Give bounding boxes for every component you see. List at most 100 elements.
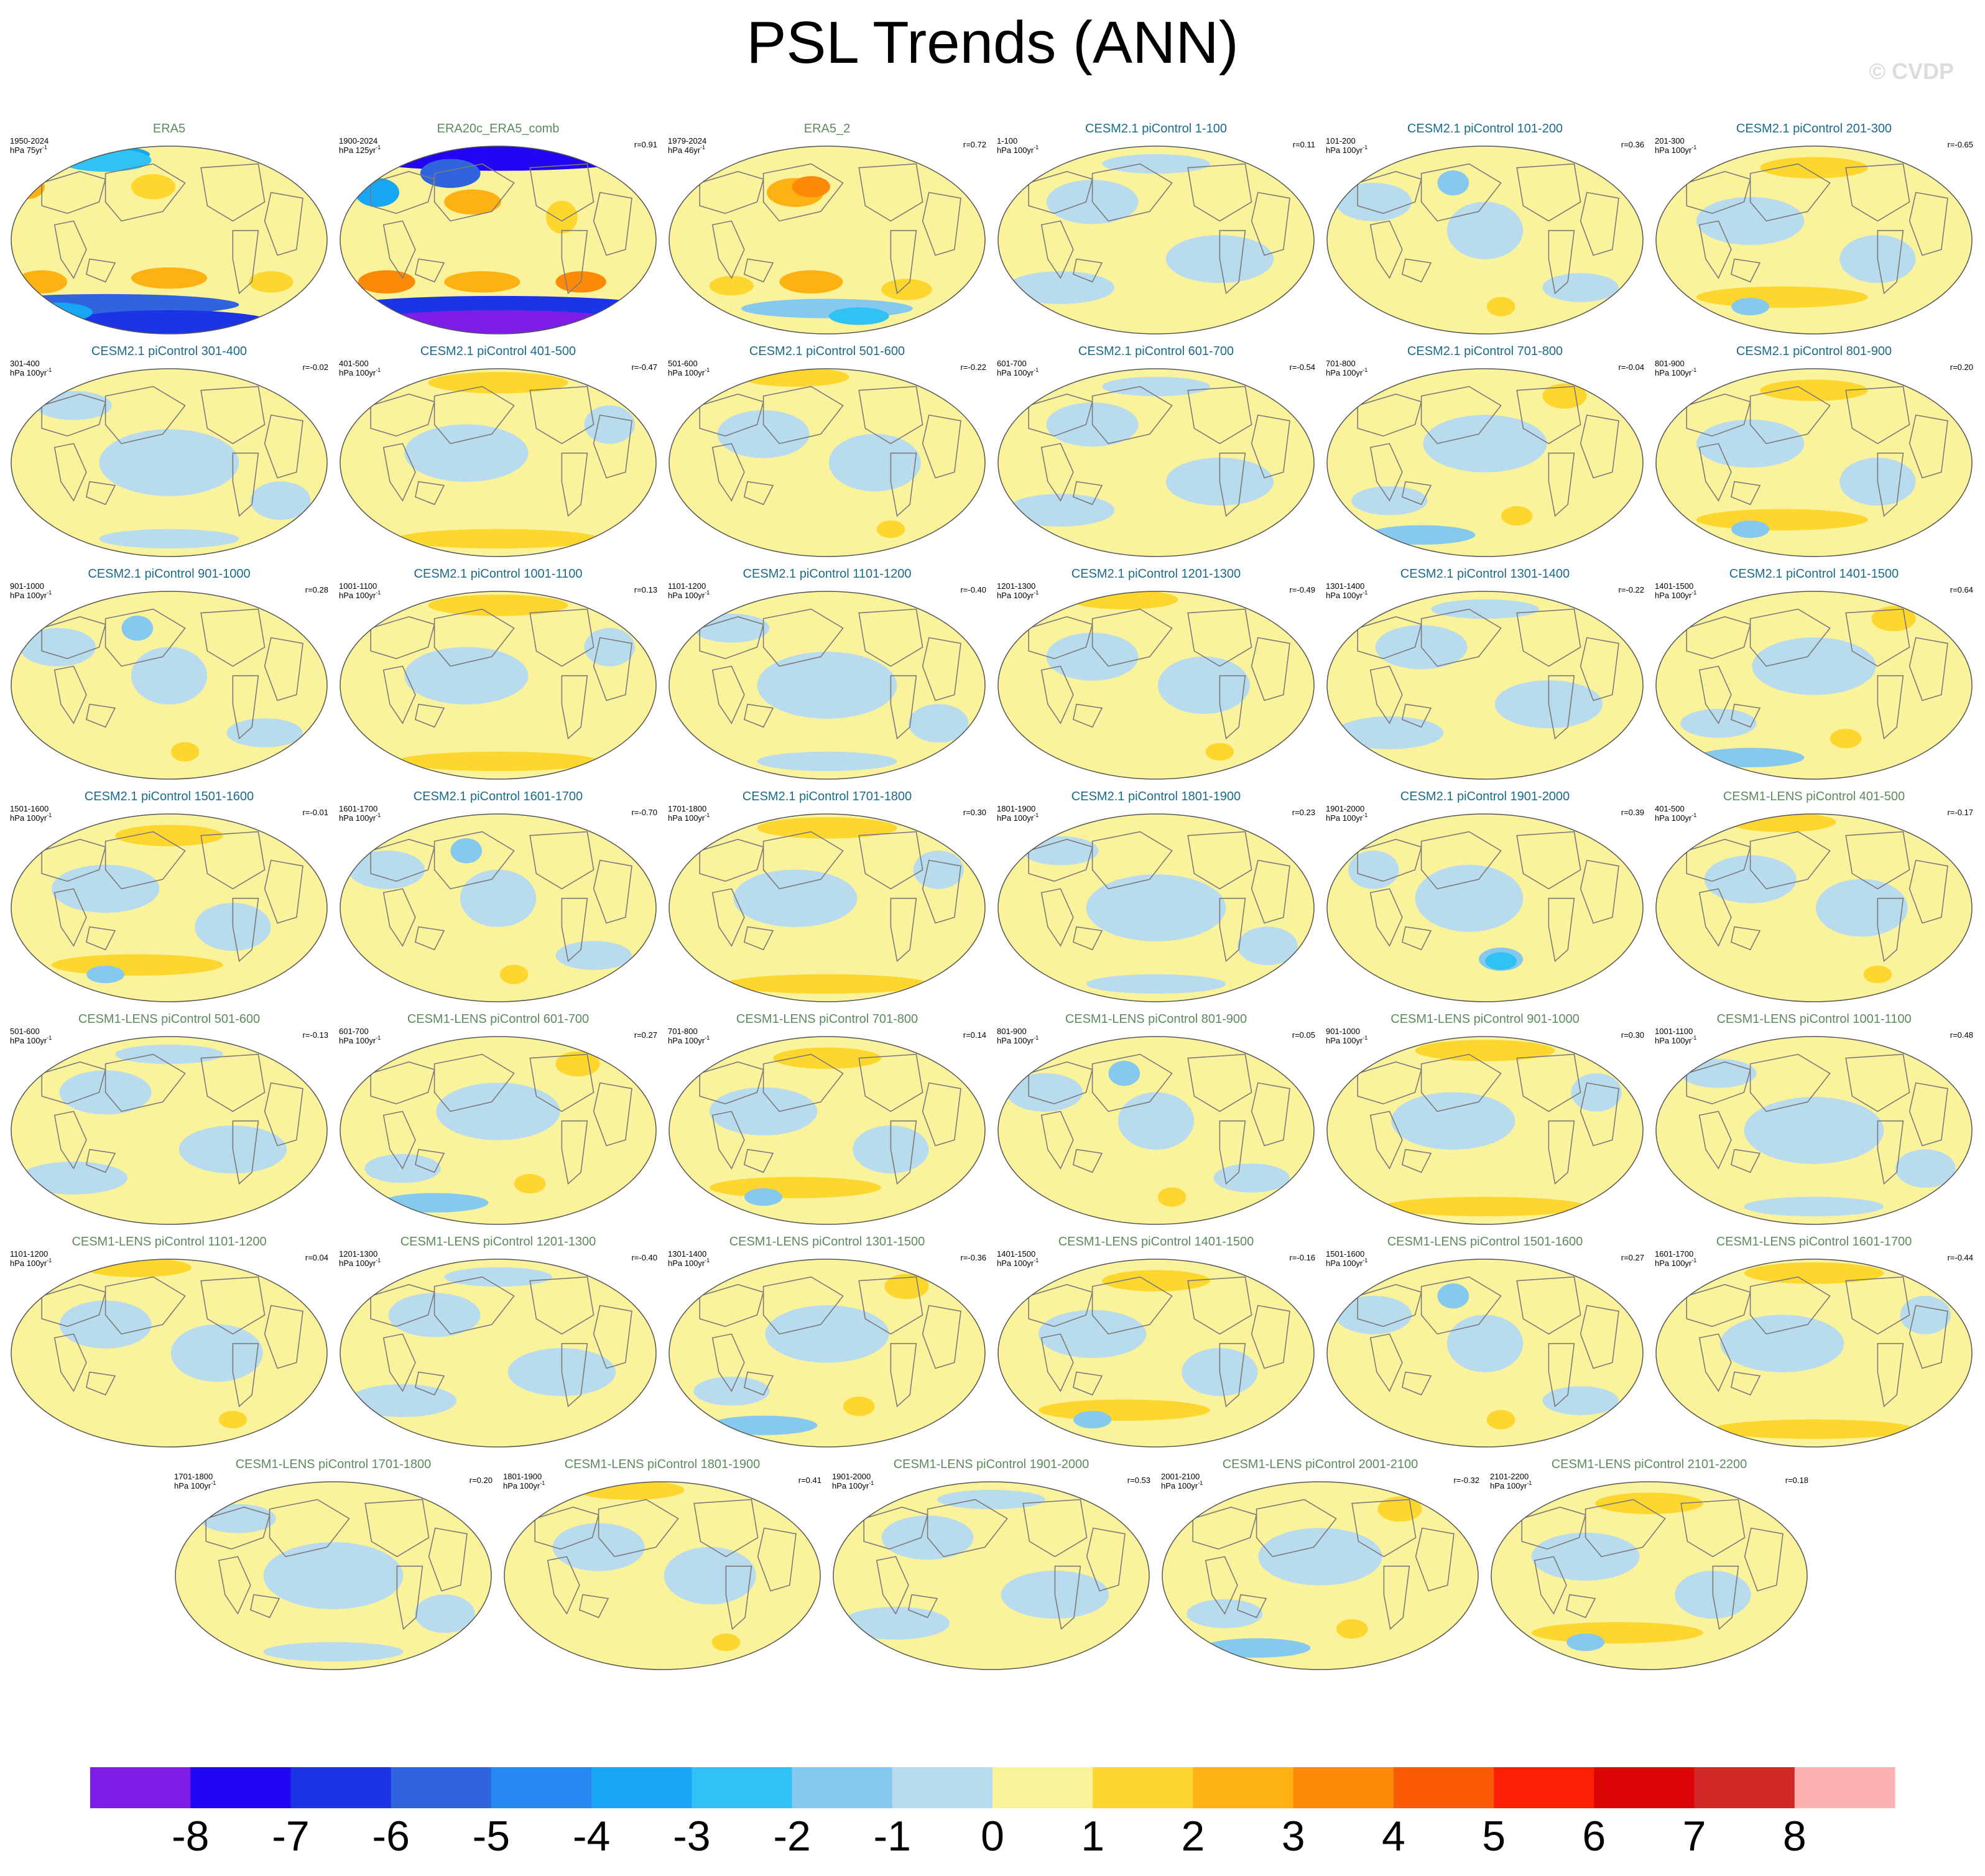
panel-period: 1501-1600 (10, 804, 49, 813)
coastline (1401, 258, 1432, 283)
trend-patch (19, 1162, 128, 1194)
panel-correlation: r=-0.36 (960, 1253, 986, 1262)
trend-patch (499, 964, 529, 984)
panel-correlation: r=0.72 (963, 140, 986, 149)
map-panel: CESM1-LENS piControl 1801-1900 1801-1900h… (503, 1458, 821, 1670)
coastline (578, 1594, 609, 1619)
trend-patch (1258, 1528, 1382, 1586)
trend-patch (1335, 182, 1412, 221)
coastline (561, 675, 588, 740)
coastline (1091, 831, 1173, 890)
map-border (997, 813, 1315, 1002)
coastline (890, 675, 917, 740)
trend-patch (1046, 632, 1139, 681)
coastline (1548, 1342, 1575, 1408)
panel-period: 301-400 (10, 359, 40, 368)
map-panel: CESM2.1 piControl 1201-1300 1201-1300hPa … (997, 567, 1315, 780)
map-border (11, 1036, 328, 1225)
trend-patch (1006, 1073, 1083, 1112)
panel-title: ERA5_2 (804, 122, 851, 136)
panel-period: 1101-1200 (668, 581, 706, 591)
coastline (264, 192, 303, 256)
panel-correlation: r=-0.49 (1289, 585, 1315, 594)
map-border (11, 368, 328, 557)
coastline (41, 616, 106, 660)
coastline (1698, 1333, 1732, 1392)
coastline (370, 616, 435, 660)
coastline (1369, 443, 1403, 502)
trend-patch (1731, 297, 1770, 316)
trend-patch (828, 433, 921, 492)
panel-period: 2101-2200 (1490, 1472, 1529, 1481)
coastline (382, 443, 416, 502)
coastline (1219, 675, 1246, 740)
coastline (104, 1276, 186, 1335)
panel-correlation: r=-0.17 (1947, 808, 1973, 817)
trend-patch (1574, 631, 1619, 664)
coastline (1219, 1342, 1246, 1408)
coastline (1516, 163, 1581, 222)
trend-patch (1391, 1092, 1515, 1150)
trend-patch (436, 1083, 560, 1140)
map-panel: CESM1-LENS piControl 1501-1600 1501-1600h… (1326, 1235, 1644, 1448)
panel-units: hPa 100yr-1 (668, 367, 710, 377)
coastline (232, 452, 259, 517)
panel-units: hPa 100yr-1 (339, 1257, 381, 1268)
map-border (1655, 813, 1973, 1002)
coastline (1877, 675, 1904, 740)
coastline (561, 229, 588, 295)
colorbar-tick-label: -6 (372, 1813, 409, 1860)
map-panel: CESM1-LENS piControl 1901-2000 1901-2000h… (832, 1458, 1150, 1670)
panel-correlation: r=-0.65 (1947, 140, 1973, 149)
coastline (1845, 386, 1910, 445)
panel-period: 1501-1600 (1326, 1249, 1364, 1259)
panel-title: CESM1-LENS piControl 901-1000 (1390, 1012, 1580, 1026)
panel-units: hPa 100yr-1 (174, 1480, 216, 1490)
panel-period: 1301-1400 (668, 1249, 706, 1259)
coastline (1415, 1527, 1455, 1592)
trend-patch (170, 1324, 263, 1382)
panel-correlation: r=0.27 (634, 1030, 657, 1040)
map-border (340, 146, 657, 335)
coastline (370, 170, 435, 215)
colorbar-tick-label: 0 (981, 1813, 1004, 1860)
coastline (200, 608, 266, 667)
trend-patch (876, 520, 905, 538)
trend-patch (1542, 1386, 1619, 1415)
map-border (340, 813, 657, 1002)
coastline (1548, 229, 1575, 295)
trend-patch (1566, 1633, 1605, 1652)
panel-title: CESM2.1 piControl 501-600 (749, 344, 905, 358)
coastline (711, 220, 745, 279)
panel-title: CESM2.1 piControl 1501-1600 (85, 790, 254, 803)
coastline (1698, 888, 1732, 947)
colorbar-tick-label: 6 (1582, 1813, 1606, 1860)
coastline (1877, 229, 1904, 295)
coastline (1187, 386, 1252, 445)
panel-title: CESM1-LENS piControl 1001-1100 (1716, 1012, 1911, 1026)
coastline (1040, 888, 1074, 947)
colorbar-swatch (1694, 1767, 1795, 1808)
panel-period: 1601-1700 (339, 804, 377, 813)
coastline (922, 1305, 961, 1369)
map-border (1655, 368, 1973, 557)
map-panel: CESM2.1 piControl 1001-1100 1001-1100hPa … (339, 567, 657, 780)
coastline (41, 838, 106, 882)
coastline (264, 1082, 303, 1147)
trend-patch (1485, 952, 1517, 970)
coastline (1219, 1120, 1246, 1185)
map-border (669, 1259, 986, 1448)
coastline (414, 926, 445, 951)
coastline (1877, 897, 1904, 963)
trend-patch (428, 372, 568, 394)
colorbar-swatch (892, 1767, 993, 1808)
panel-correlation: r=-0.44 (1947, 1253, 1973, 1262)
coastline (1357, 838, 1422, 882)
coastline (433, 1276, 515, 1335)
trend-patch (414, 1594, 475, 1633)
coastline (1730, 703, 1761, 728)
panel-correlation: r=-0.04 (1618, 363, 1644, 372)
